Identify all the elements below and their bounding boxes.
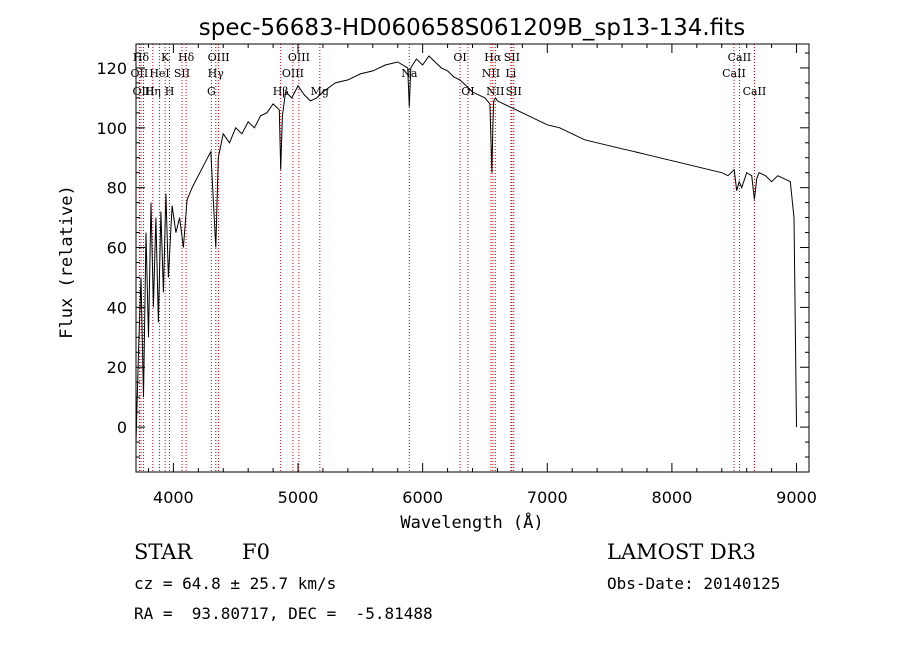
line-label: Hδ xyxy=(133,51,150,64)
line-label: Na xyxy=(401,67,418,80)
line-label: SII xyxy=(504,51,520,64)
x-tick-label: 4000 xyxy=(153,488,194,507)
y-axis: 0 20 40 60 80 100 120 xyxy=(96,52,809,458)
line-label: SII xyxy=(506,85,522,98)
y-tick-label: 20 xyxy=(107,358,127,377)
line-labels: Hδ OII OIII K HeI Hη Hδ SII H OIII Hγ G Hβ OIII OIII Mg… xyxy=(131,51,767,98)
coordinates: RA = 93.80717, DEC = -5.81488 xyxy=(134,604,433,623)
spectrum-line xyxy=(135,55,797,443)
line-label: CaII xyxy=(722,67,746,80)
line-label: Hβ xyxy=(273,85,289,98)
x-tick-label: 5000 xyxy=(278,488,319,507)
line-label: CaII xyxy=(743,85,767,98)
line-label: OI xyxy=(461,85,474,98)
y-tick-label: 40 xyxy=(107,298,127,317)
line-label: Hα xyxy=(484,51,502,64)
line-label: Mg xyxy=(311,85,329,98)
chart-title: spec-56683-HD060658S061209B_sp13-134.fit… xyxy=(199,15,745,41)
x-tick-label: 8000 xyxy=(652,488,693,507)
line-label: SII xyxy=(174,67,190,80)
plot-frame xyxy=(135,43,810,473)
line-label: OIII xyxy=(282,67,304,80)
line-label: NII xyxy=(482,67,500,80)
y-tick-label: 80 xyxy=(107,179,127,198)
redshift-cz: cz = 64.8 ± 25.7 km/s xyxy=(134,574,337,593)
emission-line-markers xyxy=(138,44,755,472)
line-label: OIII xyxy=(132,85,154,98)
x-axis-label: Wavelength (Å) xyxy=(400,511,543,533)
y-tick-label: 120 xyxy=(96,59,127,78)
line-label: NII xyxy=(486,85,504,98)
line-label: K xyxy=(161,51,170,64)
x-tick-label: 7000 xyxy=(527,488,568,507)
x-tick-label: 6000 xyxy=(402,488,443,507)
line-label: OIII xyxy=(288,51,310,64)
y-axis-label: Flux (relative) xyxy=(57,185,77,339)
line-label: Hδ xyxy=(178,51,195,64)
line-label: Hγ xyxy=(208,67,225,80)
line-label: HeI xyxy=(149,67,169,80)
line-label: CaII xyxy=(728,51,752,64)
line-label: Li xyxy=(505,67,516,80)
survey-name: LAMOST DR3 xyxy=(607,540,756,564)
observation-date: Obs-Date: 20140125 xyxy=(607,574,781,593)
line-label: OII xyxy=(131,67,149,80)
line-label: H xyxy=(165,85,175,98)
object-class: STAR xyxy=(134,540,193,564)
y-tick-label: 100 xyxy=(96,119,127,138)
spectrum-series xyxy=(135,55,797,443)
line-label: OIII xyxy=(208,51,230,64)
line-label: G xyxy=(207,85,216,98)
line-label: Hη xyxy=(145,85,161,98)
y-tick-label: 60 xyxy=(107,239,127,258)
x-tick-label: 9000 xyxy=(776,488,817,507)
object-subclass: F0 xyxy=(242,540,270,564)
y-tick-label: 0 xyxy=(117,418,127,437)
x-axis: 4000 5000 6000 7000 8000 9000 xyxy=(147,44,817,507)
line-label: OI xyxy=(453,51,466,64)
